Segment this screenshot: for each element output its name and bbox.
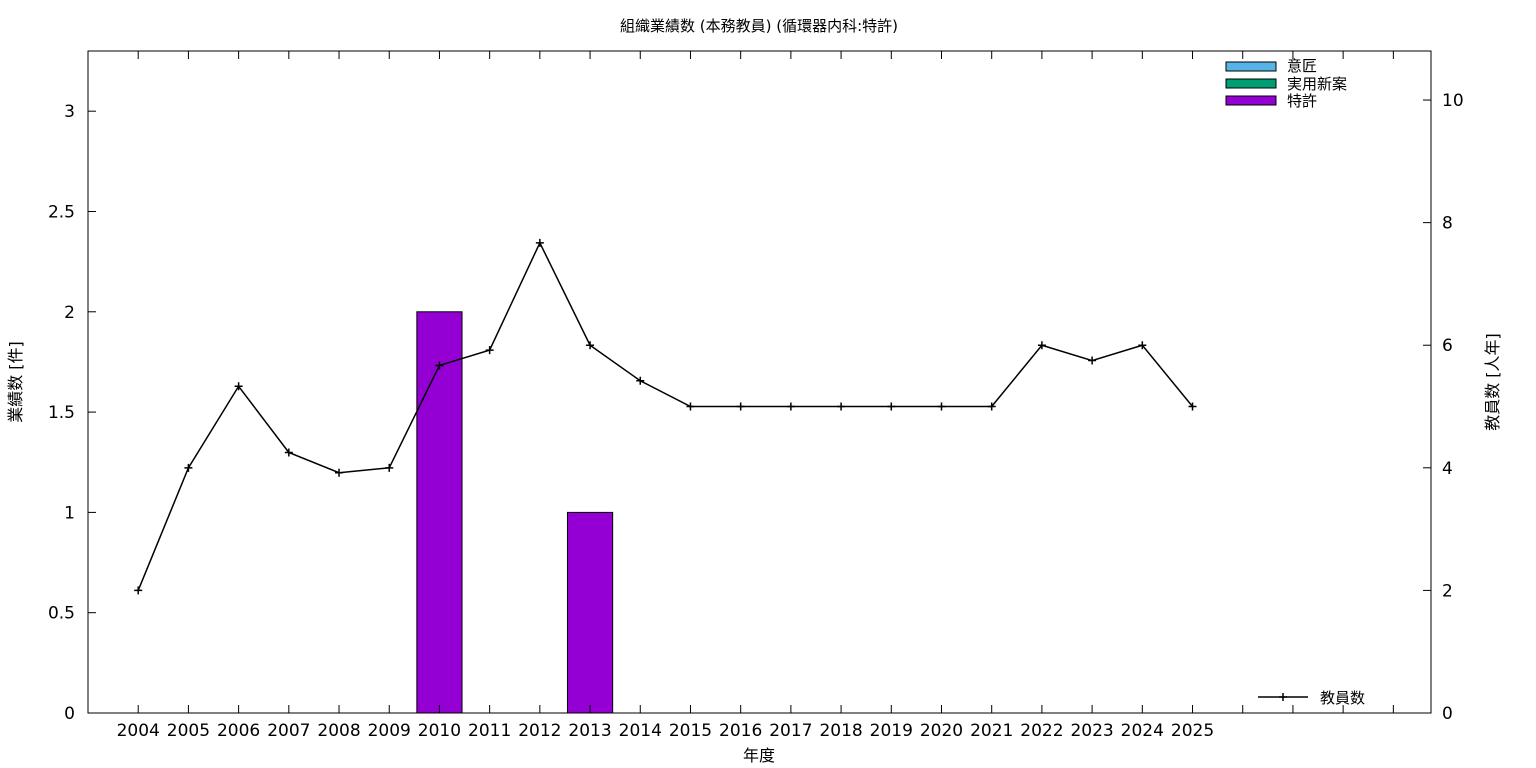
legend-line-marker [1279, 693, 1287, 701]
y2-tick-label-2: 2 [1442, 581, 1453, 601]
line-point-2005 [184, 463, 193, 472]
line-point-2025 [1188, 402, 1197, 411]
line-point-2008 [335, 468, 344, 477]
x-tick-label-2006: 2006 [217, 721, 260, 741]
x-tick-label-2015: 2015 [669, 721, 712, 741]
line-point-2017 [786, 402, 795, 411]
y-tick-label-1: 1 [64, 503, 75, 523]
x-tick-label-2012: 2012 [518, 721, 561, 741]
legend-swatch-patent [1225, 95, 1277, 106]
line-layer [134, 238, 1197, 595]
line-point-2020 [937, 402, 946, 411]
legend-label-patent: 特許 [1287, 92, 1317, 110]
y-axis-title: 業績数 [件] [6, 341, 25, 423]
line-series-0 [137, 241, 1194, 591]
x-tick-label-2005: 2005 [167, 721, 210, 741]
x-tick-label-2024: 2024 [1121, 721, 1164, 741]
y-tick-label-2.5: 2.5 [48, 202, 75, 222]
x-axis-title: 年度 [743, 746, 775, 765]
x-tick-label-2016: 2016 [719, 721, 762, 741]
x-tick-label-2022: 2022 [1020, 721, 1063, 741]
line-point-2011 [485, 346, 494, 355]
y2-axis-title: 教員数 [人年] [1483, 333, 1502, 431]
line-point-2023 [1088, 356, 1097, 365]
x-tick-label-2017: 2017 [769, 721, 812, 741]
x-tick-label-2004: 2004 [117, 721, 160, 741]
line-point-2018 [837, 402, 846, 411]
y-tick-label-0: 0 [64, 704, 75, 724]
ticks-layer: 2004 2005 2006 2007 2008 2009 2010 2011 2012 2013… [48, 51, 1464, 741]
line-point-2024 [1138, 341, 1147, 350]
plot-frame [87, 50, 1432, 714]
y2-tick-label-8: 8 [1442, 214, 1453, 234]
legend-swatch-design [1225, 61, 1277, 72]
y-tick-label-0.5: 0.5 [48, 604, 75, 624]
line-point-2006 [234, 382, 243, 391]
y2-tick-label-10: 10 [1442, 91, 1464, 111]
bars-layer [416, 311, 614, 714]
line-point-2014 [636, 376, 645, 385]
x-tick-label-2025: 2025 [1171, 721, 1214, 741]
line-point-2004 [134, 586, 143, 595]
bar-2010-series-2 [416, 311, 463, 714]
y-tick-label-3: 3 [64, 102, 75, 122]
line-point-2007 [284, 448, 293, 457]
line-point-2009 [385, 463, 394, 472]
x-tick-label-2007: 2007 [267, 721, 310, 741]
legend-bars: 意匠 実用新案 特許 [1225, 57, 1347, 110]
x-tick-label-2013: 2013 [568, 721, 611, 741]
line-point-2013 [586, 341, 595, 350]
y-tick-label-2: 2 [64, 303, 75, 323]
legend-label-design: 意匠 [1287, 57, 1317, 75]
legend-label-faculty-count: 教員数 [1320, 689, 1365, 707]
x-tick-label-2021: 2021 [970, 721, 1013, 741]
y-tick-label-1.5: 1.5 [48, 403, 75, 423]
x-tick-label-2023: 2023 [1070, 721, 1113, 741]
x-tick-label-2019: 2019 [870, 721, 913, 741]
x-tick-label-2018: 2018 [819, 721, 862, 741]
line-point-2019 [887, 402, 896, 411]
legend-line: 教員数 [1258, 689, 1365, 707]
y2-tick-label-6: 6 [1442, 336, 1453, 356]
x-tick-label-2014: 2014 [619, 721, 662, 741]
x-tick-label-2008: 2008 [317, 721, 360, 741]
chart-title: 組織業績数 (本務教員) (循環器内科:特許) [620, 17, 898, 35]
bar-2013-series-2 [566, 511, 614, 714]
legend-swatch-utility-model [1225, 78, 1277, 89]
line-point-2010 [435, 361, 444, 370]
line-point-2015 [686, 402, 695, 411]
x-tick-label-2010: 2010 [418, 721, 461, 741]
line-point-2022 [1037, 341, 1046, 350]
y2-tick-label-0: 0 [1442, 704, 1453, 724]
y2-tick-label-4: 4 [1442, 459, 1453, 479]
x-tick-label-2009: 2009 [368, 721, 411, 741]
line-point-2021 [987, 402, 996, 411]
x-tick-label-2020: 2020 [920, 721, 963, 741]
x-tick-label-2011: 2011 [468, 721, 511, 741]
line-point-2016 [736, 402, 745, 411]
line-point-2012 [535, 238, 544, 247]
legend-label-utility-model: 実用新案 [1287, 75, 1347, 93]
